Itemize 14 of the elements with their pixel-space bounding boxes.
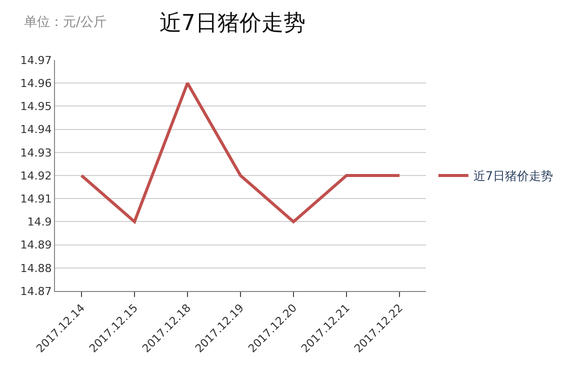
chart-title: 近7日猪价走势 <box>159 11 306 36</box>
y-tick-label: 14.88 <box>20 262 52 275</box>
y-tick-label: 14.9 <box>27 216 52 229</box>
y-tick-label: 14.94 <box>20 123 52 136</box>
y-tick-label: 14.93 <box>20 146 52 160</box>
y-tick-label: 14.96 <box>20 76 52 90</box>
y-tick-label: 14.92 <box>20 169 52 182</box>
legend-label: 近7日猪价走势 <box>473 169 554 184</box>
text: 单位：元/公斤 <box>24 15 106 30</box>
y-tick-label: 14.95 <box>20 100 52 114</box>
y-tick-label: 14.89 <box>20 238 52 252</box>
y-tick-label: 14.97 <box>20 54 52 67</box>
y-tick-label: 14.91 <box>20 192 52 206</box>
y-tick-label: 14.87 <box>20 284 52 298</box>
